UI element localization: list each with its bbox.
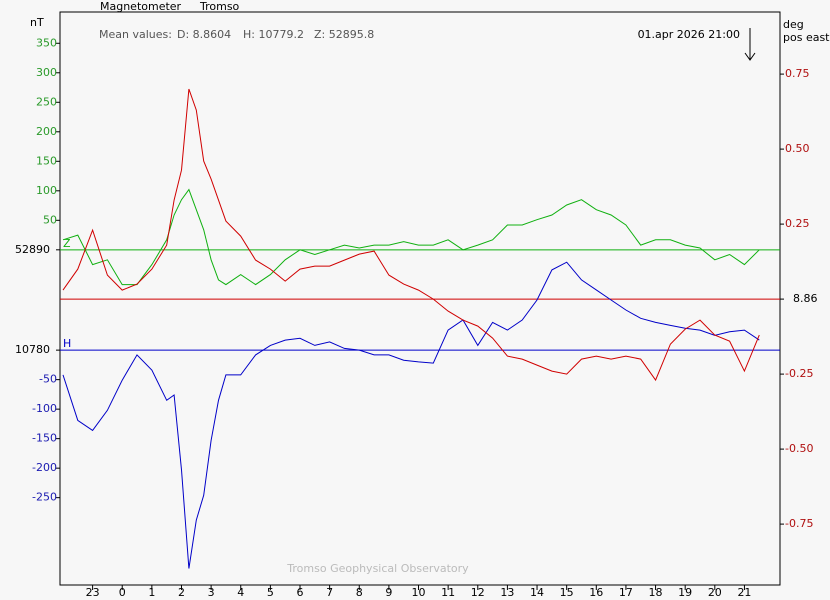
- y-tick-label: -200: [32, 461, 57, 474]
- x-tick-label: 20: [708, 586, 722, 599]
- mean-z: Z: 52895.8: [314, 28, 374, 41]
- x-tick-label: 14: [530, 586, 544, 599]
- x-tick-label: 0: [119, 586, 126, 599]
- mean-h: H: 10779.2: [243, 28, 304, 41]
- series-line: [62, 88, 760, 382]
- x-tick-label: 15: [560, 586, 574, 599]
- mean-d: D: 8.8604: [177, 28, 231, 41]
- y-tick-label: 250: [36, 95, 57, 108]
- y-tick-label: -250: [32, 491, 57, 504]
- x-tick-label: 6: [297, 586, 304, 599]
- x-tick-label: 23: [86, 586, 100, 599]
- x-tick-label: 18: [649, 586, 663, 599]
- y-tick-label: 300: [36, 66, 57, 79]
- y-tick-label: 50: [43, 213, 57, 226]
- y-tick-label: 350: [36, 36, 57, 49]
- y-tick-label: 10780: [15, 343, 50, 356]
- x-tick-label: 12: [471, 586, 485, 599]
- time-arrow-head: [744, 52, 756, 61]
- x-tick-label: 5: [267, 586, 274, 599]
- y-tick-label: 0.25: [785, 217, 810, 230]
- x-tick-label: 1: [148, 586, 155, 599]
- series-label: H: [63, 337, 71, 350]
- right-unit: pos east: [783, 31, 830, 44]
- y-tick-label: -0.50: [785, 442, 813, 455]
- series-line: [62, 188, 760, 286]
- x-tick-label: 4: [237, 586, 244, 599]
- y-tick-label: 0.75: [785, 67, 810, 80]
- timestamp: 01.apr 2026 21:00: [638, 28, 740, 41]
- right-unit: deg: [783, 18, 804, 31]
- y-tick-label: 0.50: [785, 142, 810, 155]
- station: Tromso: [199, 0, 240, 13]
- x-tick-label: 2: [178, 586, 185, 599]
- y-tick-label: 150: [36, 154, 57, 167]
- y-tick-label: 52890: [15, 243, 50, 256]
- left-unit: nT: [30, 16, 44, 29]
- y-tick-label: 200: [36, 125, 57, 138]
- y-tick-label: -0.75: [785, 517, 813, 530]
- y-tick-label: -50: [39, 373, 57, 386]
- x-tick-label: 17: [619, 586, 633, 599]
- y-tick-label: 8.86: [793, 292, 818, 305]
- x-tick-label: 11: [441, 586, 455, 599]
- x-tick-label: 3: [208, 586, 215, 599]
- x-tick-label: 13: [500, 586, 514, 599]
- x-tick-label: 10: [412, 586, 426, 599]
- x-tick-label: 7: [326, 586, 333, 599]
- y-tick-label: -0.25: [785, 367, 813, 380]
- y-tick-label: 100: [36, 184, 57, 197]
- x-tick-label: 21: [737, 586, 751, 599]
- plot-frame: [59, 11, 781, 586]
- y-tick-label: -150: [32, 432, 57, 445]
- instrument: Magnetometer: [100, 0, 182, 13]
- x-tick-label: 19: [678, 586, 692, 599]
- footer: Tromso Geophysical Observatory: [286, 562, 469, 575]
- x-tick-label: 9: [385, 586, 392, 599]
- series-line: [62, 261, 760, 569]
- y-tick-label: -100: [32, 402, 57, 415]
- x-tick-label: 16: [589, 586, 603, 599]
- x-tick-label: 8: [356, 586, 363, 599]
- series-label: Z: [63, 237, 71, 250]
- mean-label: Mean values:: [99, 28, 172, 41]
